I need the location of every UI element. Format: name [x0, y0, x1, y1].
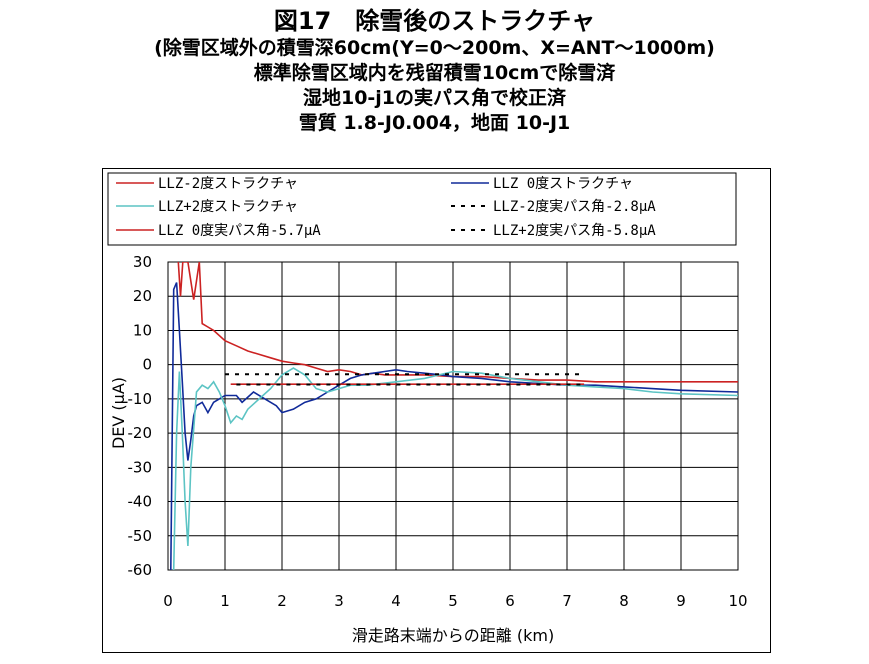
- legend-label: LLZ 0度ストラクチャ: [493, 176, 633, 192]
- title-block: 図17 除雪後のストラクチャ (除雪区域外の積雪深60cm(Y=0～200m、X…: [0, 6, 869, 136]
- series-line-3: [172, 367, 738, 570]
- x-axis-label: 滑走路末端からの距離 (km): [352, 626, 554, 645]
- legend-label: LLZ-2度ストラクチャ: [158, 176, 298, 192]
- grid: [168, 262, 738, 570]
- subtitle-line-1: (除雪区域外の積雪深60cm(Y=0～200m、X=ANT～1000m): [154, 37, 715, 59]
- y-tick-label: 20: [133, 287, 152, 305]
- series-line-2: [170, 282, 738, 570]
- legend-label: LLZ 0度実パス角-5.7μA: [158, 223, 321, 239]
- legend-label: LLZ+2度実パス角-5.8μA: [493, 223, 656, 239]
- y-tick-label: -50: [128, 527, 153, 545]
- x-tick-label: 2: [277, 592, 287, 610]
- x-tick-label: 0: [163, 592, 173, 610]
- y-tick-label: -10: [128, 390, 153, 408]
- chart-title: 図17 除雪後のストラクチャ: [273, 7, 596, 35]
- y-tick-label: 10: [133, 321, 152, 339]
- x-tick-label: 9: [676, 592, 686, 610]
- axis-ticks: 0 1 2 3 4 5 6 7 8 9 10 30 20 10 0 -10 -20 -30 -40 -50 -60: [128, 253, 748, 610]
- subtitle-line-2: 標準除雪区域内を残留積雪10cmで除雪済: [253, 62, 616, 84]
- y-tick-label: -30: [128, 458, 153, 476]
- y-tick-label: 0: [142, 356, 152, 374]
- legend-label: LLZ+2度ストラクチャ: [158, 199, 298, 215]
- y-axis-label: DEV (μA): [109, 377, 128, 449]
- legend: LLZ-2度ストラクチャ LLZ 0度ストラクチャ LLZ+2度ストラクチャ LLZ-…: [107, 172, 737, 246]
- x-tick-label: 7: [562, 592, 572, 610]
- x-tick-label: 10: [728, 592, 747, 610]
- series-layer: [170, 262, 738, 570]
- y-tick-label: -20: [128, 424, 153, 442]
- legend-border: [107, 172, 737, 246]
- subtitle-line-4: 雪質 1.8-J0.004，地面 10-J1: [298, 112, 571, 134]
- x-tick-label: 3: [334, 592, 344, 610]
- y-tick-label: -40: [128, 493, 153, 511]
- x-tick-label: 8: [619, 592, 629, 610]
- x-tick-label: 4: [391, 592, 401, 610]
- x-tick-label: 6: [505, 592, 515, 610]
- subtitle-line-3: 湿地10-j1の実パス角で校正済: [302, 87, 567, 109]
- y-tick-label: -60: [128, 561, 153, 579]
- x-tick-label: 5: [448, 592, 458, 610]
- y-tick-label: 30: [133, 253, 152, 271]
- x-tick-label: 1: [220, 592, 230, 610]
- legend-label: LLZ-2度実パス角-2.8μA: [493, 199, 656, 215]
- chart-frame: [102, 168, 771, 653]
